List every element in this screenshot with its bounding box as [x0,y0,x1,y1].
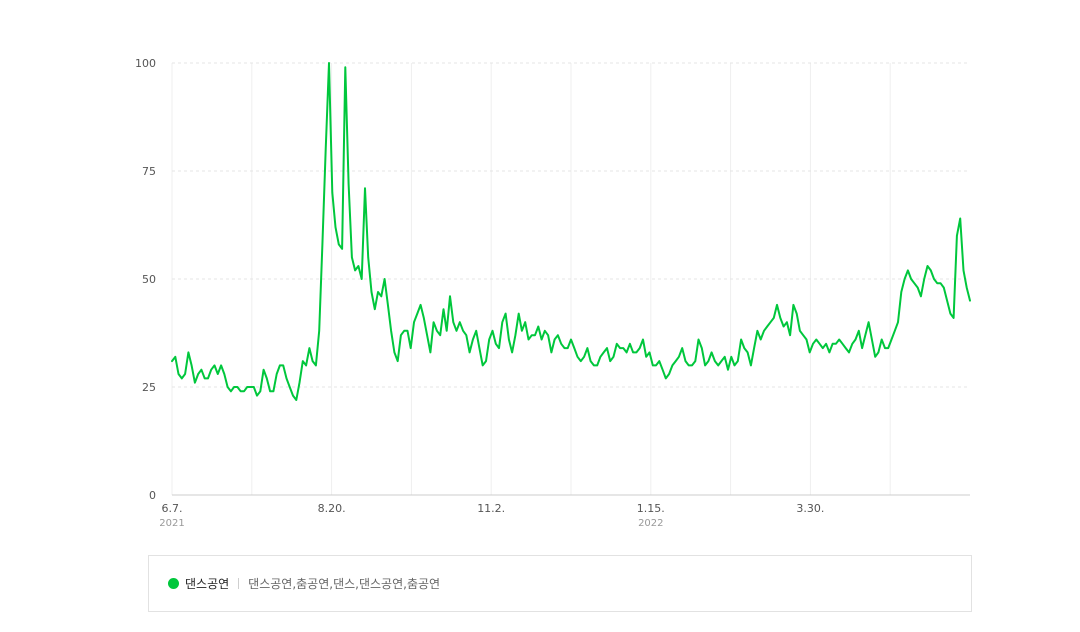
x-tick-label: 8.20. [318,502,346,515]
legend-series-name: 댄스공연 [185,577,230,591]
y-axis: 0 25 50 75 100 [135,57,156,502]
legend-dot-icon [168,578,179,589]
legend-divider [238,578,240,589]
legend: 댄스공연 댄스공연,춤공연,댄스,댄스공연,춤공연 [148,555,972,612]
x-tick-year-label: 2021 [159,518,184,529]
legend-keywords: 댄스공연,춤공연,댄스,댄스공연,춤공연 [248,577,441,591]
x-tick-label: 1.15. [637,502,665,515]
x-tick-year-label: 2022 [638,518,663,529]
y-tick-label: 50 [142,273,156,286]
y-tick-label: 0 [149,489,156,502]
line-chart: 0 25 50 75 100 6.7. 2021 8.20. 11.2. 1.15. 2022 3.… [135,57,971,529]
x-tick-label: 6.7. [162,502,183,515]
x-tick-label: 11.2. [477,502,505,515]
x-tick-label: 3.30. [796,502,824,515]
series-line [171,62,971,401]
series-layer [171,62,971,401]
y-tick-label: 100 [135,57,156,70]
y-tick-label: 25 [142,381,156,394]
y-tick-label: 75 [142,165,156,178]
grid [171,62,970,495]
x-axis: 6.7. 2021 8.20. 11.2. 1.15. 2022 3.30. [159,494,970,529]
